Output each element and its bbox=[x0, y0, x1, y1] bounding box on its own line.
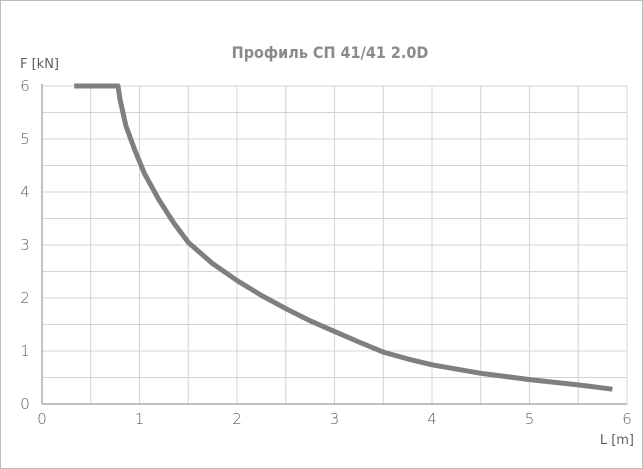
tick-labels: 0 1 2 3 4 5 6 0 1 2 3 4 5 6 bbox=[20, 77, 632, 428]
x-tick-label: 0 bbox=[37, 410, 47, 428]
x-tick-label: 6 bbox=[622, 410, 632, 428]
y-tick-label: 4 bbox=[20, 183, 30, 201]
series-layer bbox=[74, 83, 613, 392]
y-tick-label: 6 bbox=[20, 77, 30, 95]
y-tick-label: 3 bbox=[20, 236, 30, 254]
y-tick-label: 2 bbox=[20, 289, 30, 307]
x-tick-label: 4 bbox=[427, 410, 437, 428]
x-tick-label: 5 bbox=[525, 410, 535, 428]
x-axis-label: L [m] bbox=[600, 433, 634, 448]
x-tick-label: 3 bbox=[330, 410, 340, 428]
series-line bbox=[74, 83, 613, 392]
x-tick-label: 2 bbox=[232, 410, 242, 428]
axes bbox=[41, 84, 627, 405]
y-tick-label: 5 bbox=[20, 130, 30, 148]
y-tick-label: 0 bbox=[20, 395, 30, 413]
y-tick-label: 1 bbox=[20, 342, 30, 360]
x-tick-label: 1 bbox=[135, 410, 145, 428]
chart-title: Профиль СП 41/41 2.0D bbox=[232, 43, 429, 62]
y-axis-label: F [kN] bbox=[20, 57, 59, 72]
